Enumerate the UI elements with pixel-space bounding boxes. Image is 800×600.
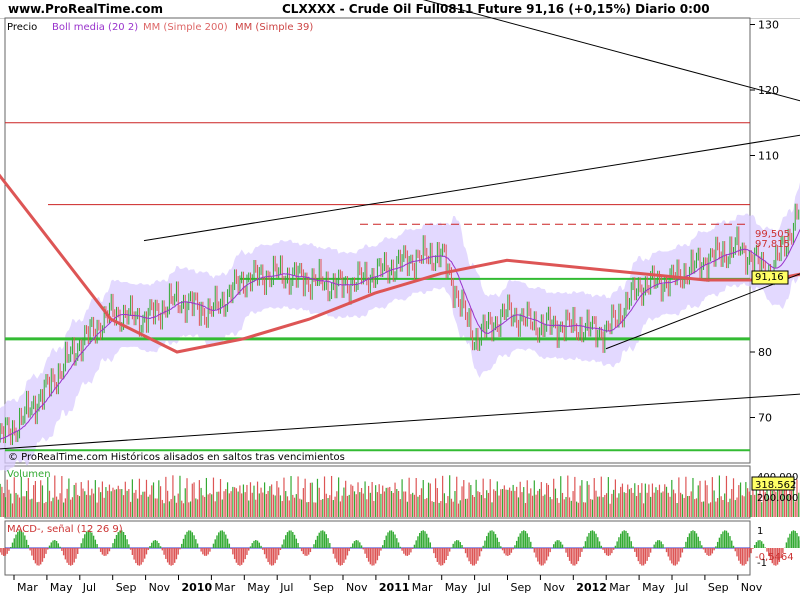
x-tick-label: May — [642, 581, 665, 594]
x-tick-label: 2010 — [182, 581, 213, 594]
x-tick-label: May — [445, 581, 468, 594]
x-tick-label: 2011 — [379, 581, 410, 594]
x-tick-label: Sep — [313, 581, 334, 594]
title-bar: www.ProRealTime.com CLXXXX - Crude Oil F… — [0, 0, 800, 19]
value-tag: 97,815 — [755, 239, 790, 250]
x-tick-label: May — [247, 581, 270, 594]
x-tick-label: Sep — [511, 581, 532, 594]
site-link[interactable]: www.ProRealTime.com — [8, 2, 163, 16]
price-panel-label: Precio — [7, 22, 37, 33]
macd-tick: -1 — [757, 558, 767, 569]
x-tick-label: Nov — [346, 581, 368, 594]
y-tick-label: 110 — [758, 150, 779, 163]
x-tick-label: Mar — [609, 581, 630, 594]
x-tick-label: May — [50, 581, 73, 594]
volume-value-bg — [751, 476, 795, 491]
legend-entry: MM (Simple 39) — [235, 22, 313, 33]
macd-tick: 1 — [757, 526, 763, 537]
price-panel — [4, 17, 751, 464]
chart-title: CLXXXX - Crude Oil Full0811 Future 91,16… — [282, 2, 710, 16]
x-tick-label: Jul — [82, 581, 96, 594]
x-tick-label: Jul — [477, 581, 491, 594]
value-tag: 91,16 — [755, 272, 784, 283]
y-tick-label: 120 — [758, 84, 779, 97]
trend-line — [143, 134, 800, 242]
macd-panel-label: MACD-, señal (12 26 9) — [7, 524, 123, 535]
x-tick-label: Mar — [214, 581, 235, 594]
value-tag: 99,505 — [755, 229, 790, 240]
y-tick-label: 70 — [758, 412, 772, 425]
x-tick-label: Nov — [543, 581, 565, 594]
bollinger-band — [0, 182, 800, 473]
y-tick-label: 130 — [758, 19, 779, 32]
legend-entry: Boll media (20 2) — [52, 22, 138, 33]
value-tag-bg — [751, 270, 789, 285]
x-tick-label: Jul — [279, 581, 293, 594]
x-tick-label: Sep — [116, 581, 137, 594]
bollinger-middle-line — [0, 228, 800, 440]
x-tick-label: 2012 — [576, 581, 607, 594]
volume-value-tag: 318.562 — [755, 480, 796, 491]
x-tick-label: Nov — [741, 581, 763, 594]
volume-panel-label: Volumen — [7, 469, 51, 480]
trend-line — [605, 273, 800, 350]
copyright-note: © ProRealTime.com Históricos alisados en… — [8, 451, 345, 463]
x-tick-label: Jul — [674, 581, 688, 594]
x-tick-label: Mar — [17, 581, 38, 594]
ma200-line — [0, 173, 800, 354]
y-tick-label: 80 — [758, 346, 772, 359]
macd-value-tag: -0,5464 — [755, 552, 794, 563]
x-tick-label: Sep — [708, 581, 729, 594]
volume-tick: 200.000 — [757, 493, 798, 504]
trend-line — [0, 393, 800, 450]
trend-line — [422, 0, 800, 102]
x-tick-label: Mar — [412, 581, 433, 594]
legend-entry: MM (Simple 200) — [143, 22, 228, 33]
x-tick-label: Nov — [149, 581, 171, 594]
